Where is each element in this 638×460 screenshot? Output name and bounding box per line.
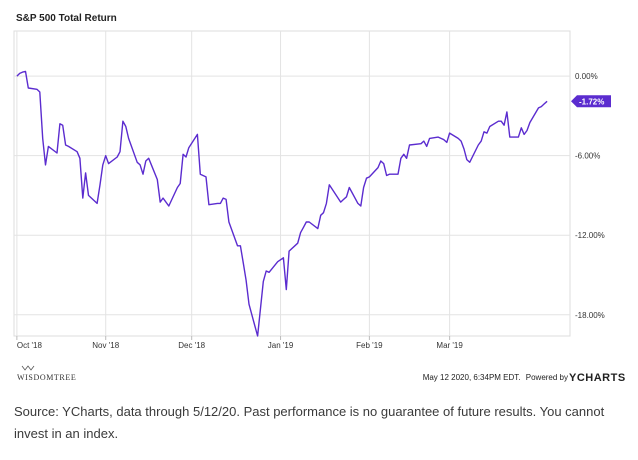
wisdomtree-logo: WISDOMTREE [17, 365, 76, 382]
x-axis: Oct '18 Nov '18 Dec '18 Jan '19 Feb '19 Mar '… [16, 336, 463, 350]
chart: S&P 500 Total Return Oct '18 Nov '18 Dec '… [13, 13, 626, 384]
y-tick-label: -6.00% [575, 152, 600, 161]
y-tick-label: -18.00% [575, 311, 605, 320]
x-tick-label: Jan '19 [268, 341, 294, 350]
source-caption: Source: YCharts, data through 5/12/20. P… [14, 404, 605, 441]
chart-title: S&P 500 Total Return [16, 13, 117, 24]
y-tick-label: -12.00% [575, 231, 605, 240]
x-tick-label: Oct '18 [17, 341, 43, 350]
svg-text:May 12 2020, 6:34PM EDT.: May 12 2020, 6:34PM EDT. Powered by [423, 373, 568, 382]
ycharts-brand: YCHARTS [569, 372, 626, 384]
last-value-label: -1.72% [571, 95, 611, 108]
last-value-text: -1.72% [579, 97, 604, 106]
logo-mark-icon [21, 365, 35, 371]
y-axis: 0.00% -6.00% -12.00% -18.00% [575, 72, 605, 320]
footer: WISDOMTREE May 12 2020, 6:34PM EDT. Powe… [17, 365, 626, 384]
x-tick-label: Feb '19 [356, 341, 383, 350]
plot-frame [13, 30, 571, 337]
timestamp: May 12 2020, 6:34PM EDT. [423, 373, 521, 382]
logo-text: WISDOMTREE [17, 373, 76, 382]
grid [13, 30, 571, 337]
series-line [16, 70, 548, 337]
x-tick-label: Nov '18 [92, 341, 119, 350]
powered-by: Powered by [526, 373, 568, 382]
last-value-tag [571, 95, 611, 108]
x-tick-label: Mar '19 [436, 341, 463, 350]
x-tick-label: Dec '18 [178, 341, 205, 350]
y-tick-label: 0.00% [575, 72, 598, 81]
